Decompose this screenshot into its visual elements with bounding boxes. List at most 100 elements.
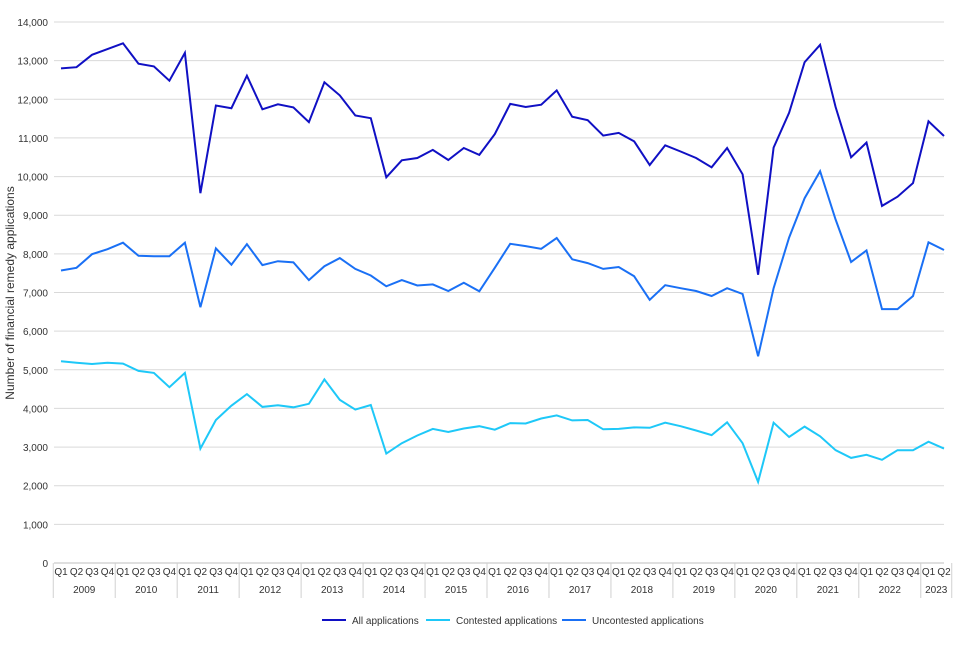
gridlines <box>54 21 944 564</box>
x-tick-quarter: Q1 <box>736 567 750 578</box>
x-tick-quarter: Q4 <box>287 567 301 578</box>
x-tick-quarter: Q1 <box>488 567 502 578</box>
x-tick-quarter: Q4 <box>349 567 363 578</box>
x-tick-quarter: Q3 <box>333 567 347 578</box>
y-tick-label: 13,000 <box>17 57 48 68</box>
y-tick-label: 10,000 <box>17 173 48 184</box>
x-tick-quarter: Q1 <box>240 567 254 578</box>
legend: All applications Contested applications Un… <box>322 616 704 627</box>
y-tick-label: 3,000 <box>23 443 48 454</box>
y-tick-label: 11,000 <box>18 134 48 145</box>
x-tick-year: 2023 <box>925 585 948 596</box>
x-tick-quarter: Q4 <box>473 567 487 578</box>
x-tick-quarter: Q3 <box>209 567 223 578</box>
x-tick-quarter: Q2 <box>70 567 84 578</box>
y-tick-label: 7,000 <box>23 289 48 300</box>
x-tick-year: 2017 <box>569 585 592 596</box>
x-tick-quarter: Q2 <box>256 567 270 578</box>
x-tick-year: 2020 <box>755 585 778 596</box>
x-tick-quarter: Q4 <box>411 567 425 578</box>
x-tick-year: 2018 <box>631 585 654 596</box>
x-tick-quarter: Q1 <box>302 567 316 578</box>
x-tick-quarter: Q1 <box>860 567 874 578</box>
x-tick-quarter: Q3 <box>457 567 471 578</box>
x-tick-quarter: Q4 <box>720 567 734 578</box>
x-tick-quarter: Q4 <box>163 567 177 578</box>
x-tick-quarter: Q3 <box>519 567 533 578</box>
x-tick-quarter: Q1 <box>798 567 812 578</box>
x-tick-quarter: Q3 <box>891 567 905 578</box>
series-line-all-applications <box>60 42 945 275</box>
x-tick-quarter: Q2 <box>813 567 827 578</box>
x-tick-quarter: Q2 <box>689 567 703 578</box>
y-tick-label: 8,000 <box>23 250 48 261</box>
x-tick-year: 2011 <box>197 585 219 596</box>
x-tick-quarter: Q1 <box>550 567 564 578</box>
y-tick-label: 0 <box>42 559 48 570</box>
x-tick-quarter: Q2 <box>504 567 518 578</box>
x-tick-quarter: Q1 <box>364 567 378 578</box>
x-tick-quarter: Q2 <box>380 567 394 578</box>
legend-label: Contested applications <box>456 616 557 627</box>
x-tick-quarter: Q2 <box>132 567 146 578</box>
x-tick-year: 2021 <box>817 585 840 596</box>
x-tick-year: 2010 <box>135 585 158 596</box>
x-tick-quarter: Q1 <box>178 567 192 578</box>
x-tick-quarter: Q3 <box>581 567 595 578</box>
legend-label: Uncontested applications <box>592 616 704 627</box>
y-tick-label: 4,000 <box>23 404 48 415</box>
x-tick-quarter: Q1 <box>612 567 626 578</box>
y-tick-label: 9,000 <box>23 211 48 222</box>
x-tick-year: 2014 <box>383 585 406 596</box>
x-tick-year: 2022 <box>879 585 902 596</box>
x-tick-quarter: Q4 <box>597 567 611 578</box>
x-tick-quarter: Q4 <box>782 567 796 578</box>
x-tick-year: 2009 <box>73 585 96 596</box>
x-tick-quarter: Q3 <box>705 567 719 578</box>
series-lines <box>60 42 945 486</box>
legend-label: All applications <box>352 616 419 627</box>
x-tick-year: 2015 <box>445 585 468 596</box>
x-tick-quarter: Q2 <box>566 567 580 578</box>
x-tick-quarter: Q2 <box>442 567 456 578</box>
x-tick-quarter: Q3 <box>767 567 781 578</box>
x-tick-quarter: Q2 <box>194 567 208 578</box>
y-tick-label: 12,000 <box>17 95 48 106</box>
x-tick-quarter: Q4 <box>844 567 858 578</box>
x-tick-quarter: Q2 <box>751 567 765 578</box>
x-tick-quarter: Q4 <box>101 567 115 578</box>
y-tick-label: 5,000 <box>23 366 48 377</box>
x-tick-quarter: Q2 <box>628 567 642 578</box>
y-tick-label: 2,000 <box>23 482 48 493</box>
x-tick-quarter: Q4 <box>906 567 920 578</box>
y-tick-label: 1,000 <box>23 520 48 531</box>
x-tick-quarter: Q3 <box>147 567 161 578</box>
x-tick-quarter: Q4 <box>658 567 672 578</box>
x-tick-quarter: Q2 <box>318 567 332 578</box>
x-tick-quarter: Q1 <box>922 567 936 578</box>
x-tick-quarter: Q4 <box>225 567 239 578</box>
x-tick-quarter: Q3 <box>85 567 99 578</box>
y-axis-label: Number of financial remedy applications <box>3 186 17 399</box>
x-tick-quarter: Q3 <box>829 567 843 578</box>
x-tick-quarter: Q3 <box>395 567 409 578</box>
x-tick-year: 2019 <box>693 585 716 596</box>
x-tick-quarter: Q2 <box>937 567 951 578</box>
x-tick-quarter: Q1 <box>54 567 68 578</box>
x-tick-quarter: Q1 <box>426 567 440 578</box>
y-axis-ticks: 0 1,000 2,000 3,000 4,000 5,000 6,000 7,000 8,00… <box>17 18 48 570</box>
x-tick-quarter: Q2 <box>875 567 889 578</box>
x-tick-quarter: Q3 <box>271 567 285 578</box>
x-tick-year: 2012 <box>259 585 282 596</box>
x-tick-quarter: Q3 <box>643 567 657 578</box>
y-tick-label: 14,000 <box>17 18 48 29</box>
x-tick-year: 2013 <box>321 585 344 596</box>
x-tick-quarter: Q1 <box>116 567 130 578</box>
y-tick-label: 6,000 <box>23 327 48 338</box>
series-line-contested-applications <box>60 360 945 486</box>
series-line-uncontested-applications <box>60 168 945 357</box>
x-tick-year: 2016 <box>507 585 530 596</box>
x-tick-quarter: Q4 <box>535 567 549 578</box>
